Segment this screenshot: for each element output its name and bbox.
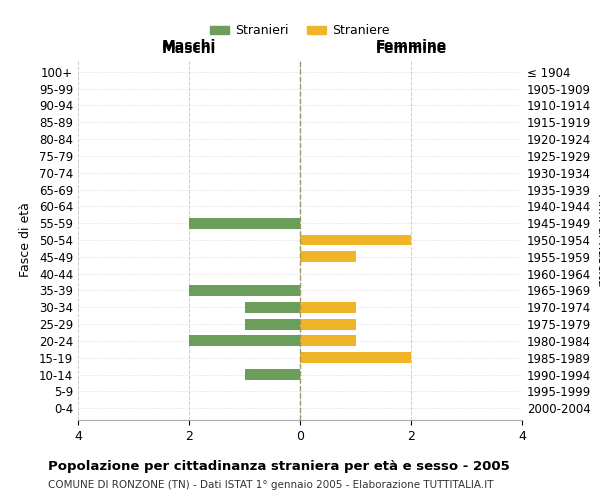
Bar xyxy=(245,302,300,313)
Bar xyxy=(300,318,355,330)
Text: Popolazione per cittadinanza straniera per età e sesso - 2005: Popolazione per cittadinanza straniera p… xyxy=(48,460,510,473)
Bar xyxy=(245,369,300,380)
Text: COMUNE DI RONZONE (TN) - Dati ISTAT 1° gennaio 2005 - Elaborazione TUTTITALIA.IT: COMUNE DI RONZONE (TN) - Dati ISTAT 1° g… xyxy=(48,480,493,490)
Text: Femmine: Femmine xyxy=(376,42,446,56)
Y-axis label: Fasce di età: Fasce di età xyxy=(19,202,32,278)
Text: Maschi: Maschi xyxy=(162,42,216,56)
Bar xyxy=(189,218,300,228)
Bar xyxy=(300,302,355,313)
Text: Maschi: Maschi xyxy=(162,39,216,53)
Bar xyxy=(245,318,300,330)
Bar xyxy=(300,352,411,363)
Legend: Stranieri, Straniere: Stranieri, Straniere xyxy=(205,20,395,42)
Y-axis label: Anni di nascita: Anni di nascita xyxy=(595,194,600,286)
Text: Femmine: Femmine xyxy=(376,39,446,53)
Bar xyxy=(300,336,355,346)
Bar xyxy=(189,285,300,296)
Bar xyxy=(300,234,411,246)
Bar xyxy=(300,252,355,262)
Bar xyxy=(189,336,300,346)
